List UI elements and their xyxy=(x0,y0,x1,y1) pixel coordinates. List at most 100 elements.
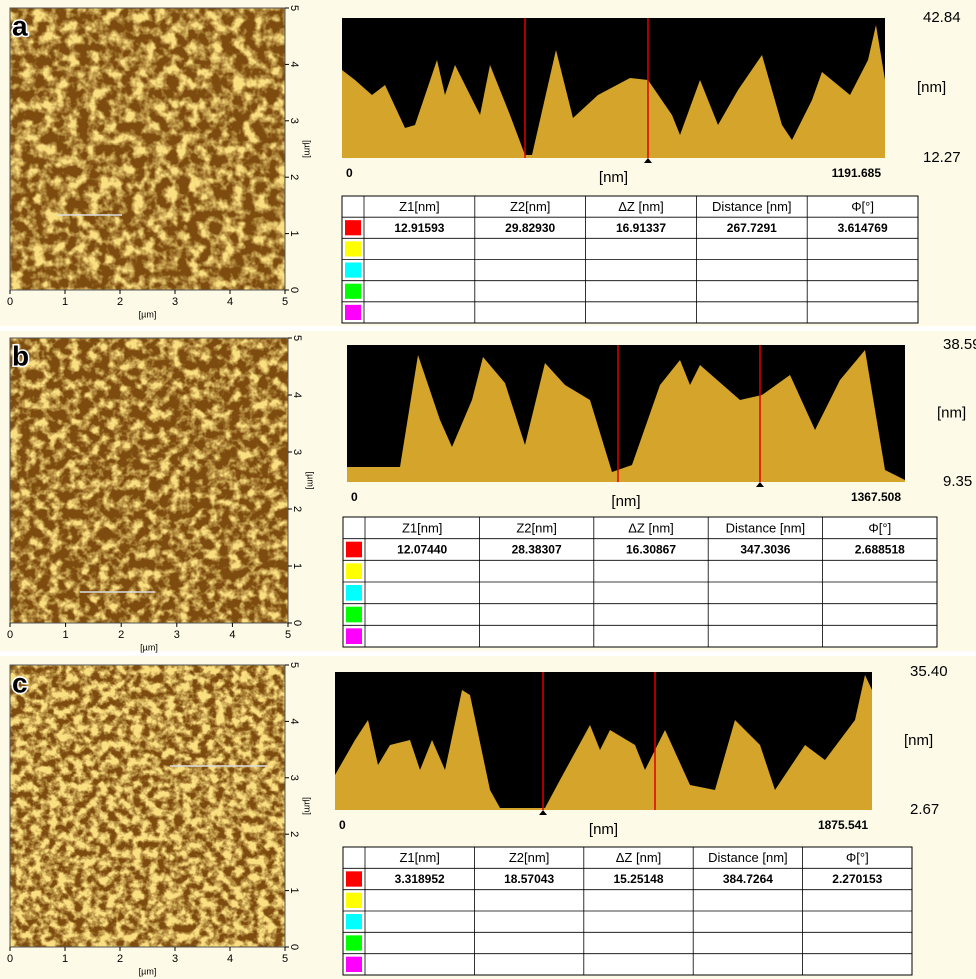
table-header: Distance [nm] xyxy=(712,199,791,214)
profile-y-label: [nm] xyxy=(917,79,946,96)
x-axis-label: [µm] xyxy=(139,966,157,976)
row-color xyxy=(346,956,362,972)
profile-x-label: [nm] xyxy=(611,493,640,510)
profile-y-tick-label: 12.27 xyxy=(923,149,961,166)
profile-x-tick-label: 0 xyxy=(339,818,346,832)
table-value: 15.25148 xyxy=(613,872,663,886)
y-tick-label: 4 xyxy=(288,61,300,67)
y-tick-label: 5 xyxy=(291,335,303,341)
panel-label: b xyxy=(12,340,29,371)
table-header: Z2[nm] xyxy=(516,520,556,535)
x-axis-label: [µm] xyxy=(140,642,158,652)
table-header: Z1[nm] xyxy=(402,520,442,535)
table-header: Φ[°] xyxy=(868,520,891,535)
y-tick-label: 5 xyxy=(288,5,300,11)
x-tick-label: 2 xyxy=(117,296,123,308)
y-tick-label: 1 xyxy=(288,888,300,894)
panel-label: c xyxy=(12,667,28,698)
row-color xyxy=(346,585,362,601)
table-header: Z2[nm] xyxy=(510,199,550,214)
x-tick-label: 3 xyxy=(172,953,178,965)
profile-x-tick-label: 1367.508 xyxy=(851,490,901,504)
table-header: ΔZ [nm] xyxy=(628,520,674,535)
y-axis-label: [µm] xyxy=(303,797,313,815)
panel-label: a xyxy=(12,10,28,41)
x-tick-label: 1 xyxy=(62,296,68,308)
x-tick-label: 4 xyxy=(227,953,233,965)
x-tick-label: 0 xyxy=(7,296,13,308)
table-header: Z1[nm] xyxy=(399,850,439,865)
y-axis-label: [µm] xyxy=(303,140,313,158)
x-tick-label: 0 xyxy=(7,629,13,641)
profile-x-label: [nm] xyxy=(589,821,618,838)
x-tick-label: 5 xyxy=(282,953,288,965)
y-tick-label: 2 xyxy=(291,506,303,512)
row-color xyxy=(345,304,361,320)
y-tick-label: 4 xyxy=(288,718,300,724)
table-value: 384.7264 xyxy=(723,872,773,886)
x-tick-label: 3 xyxy=(172,296,178,308)
profile-area xyxy=(342,25,886,159)
row-color xyxy=(345,262,361,278)
row-color xyxy=(346,871,362,887)
y-tick-label: 0 xyxy=(288,944,300,950)
x-tick-label: 1 xyxy=(63,629,69,641)
table-value: 18.57043 xyxy=(504,872,554,886)
y-tick-label: 0 xyxy=(288,287,300,293)
y-tick-label: 0 xyxy=(291,620,303,626)
table-header: ΔZ [nm] xyxy=(616,850,662,865)
row-color xyxy=(346,892,362,908)
y-tick-label: 3 xyxy=(288,118,300,124)
table-header: Distance [nm] xyxy=(708,850,787,865)
row-color xyxy=(346,935,362,951)
profile-x-tick-label: 1191.685 xyxy=(832,166,882,180)
table-value: 267.7291 xyxy=(727,221,777,235)
table-header: ΔZ [nm] xyxy=(618,199,664,214)
x-tick-label: 4 xyxy=(229,629,235,641)
afm-frame xyxy=(9,337,289,624)
table-value: 16.30867 xyxy=(626,543,676,557)
profile-y-tick-label: 9.35 xyxy=(943,473,972,490)
y-tick-label: 5 xyxy=(288,662,300,668)
profile-area xyxy=(347,350,905,482)
table-header: Φ[°] xyxy=(846,850,869,865)
cursor-marker xyxy=(539,810,548,815)
row-color xyxy=(346,541,362,558)
y-tick-label: 1 xyxy=(288,231,300,237)
table-value: 3.614769 xyxy=(838,221,888,235)
table-value: 347.3036 xyxy=(740,543,790,557)
y-tick-label: 4 xyxy=(291,392,303,398)
y-tick-label: 3 xyxy=(291,449,303,455)
y-tick-label: 3 xyxy=(288,775,300,781)
afm-frame xyxy=(9,664,286,948)
x-tick-label: 3 xyxy=(174,629,180,641)
afm-texture xyxy=(10,338,288,623)
y-axis-label: [µm] xyxy=(306,472,316,490)
afm-texture xyxy=(10,665,285,947)
y-tick-label: 2 xyxy=(288,831,300,837)
x-axis-label: [µm] xyxy=(139,309,157,319)
profile-y-label: [nm] xyxy=(904,732,933,749)
row-color xyxy=(346,914,362,930)
cursor-marker xyxy=(643,158,652,163)
table-value: 16.91337 xyxy=(616,221,666,235)
table-value: 12.91593 xyxy=(394,221,444,235)
x-tick-label: 1 xyxy=(62,953,68,965)
x-tick-label: 2 xyxy=(118,629,124,641)
profile-y-label: [nm] xyxy=(937,404,966,421)
table-value: 28.38307 xyxy=(512,543,562,557)
cursor-marker xyxy=(755,482,764,487)
row-color xyxy=(345,241,361,257)
y-tick-label: 1 xyxy=(291,563,303,569)
profile-x-tick-label: 1875.541 xyxy=(818,818,868,832)
profile-area xyxy=(335,674,872,810)
row-color xyxy=(345,283,361,299)
table-header: Φ[°] xyxy=(851,199,874,214)
profile-x-tick-label: 0 xyxy=(346,166,353,180)
profile-y-tick-label: 35.40 xyxy=(910,663,948,680)
table-header: Distance [nm] xyxy=(726,520,805,535)
y-tick-label: 2 xyxy=(288,174,300,180)
profile-y-tick-label: 42.84 xyxy=(923,9,961,26)
row-color xyxy=(346,563,362,579)
